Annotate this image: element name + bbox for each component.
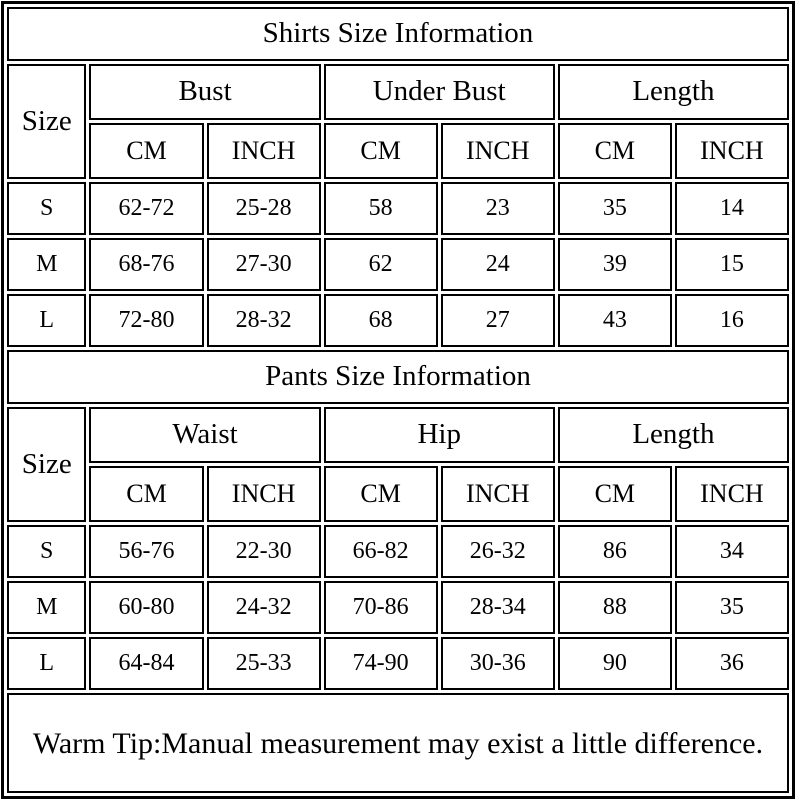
shirts-row-l: L 72-80 28-32 68 27 43 16: [7, 294, 789, 347]
value-cell: 35: [674, 581, 789, 634]
value-cell: 30-36: [440, 637, 555, 690]
pants-title: Pants Size Information: [7, 350, 789, 404]
unit-header: CM: [557, 466, 672, 522]
pants-group-waist: Waist: [89, 407, 321, 463]
shirts-row-s: S 62-72 25-28 58 23 35 14: [7, 182, 789, 235]
value-cell: 24: [440, 238, 555, 291]
value-cell: 68-76: [89, 238, 204, 291]
value-cell: 25-28: [206, 182, 321, 235]
value-cell: 60-80: [89, 581, 204, 634]
value-cell: 24-32: [206, 581, 321, 634]
unit-header: INCH: [206, 123, 321, 179]
value-cell: 15: [674, 238, 789, 291]
shirts-group-header-row: Size Bust Under Bust Length: [7, 64, 789, 179]
value-cell: 25-33: [206, 637, 321, 690]
pants-group-header-row: Size Waist Hip Length: [7, 407, 789, 522]
shirts-units-row: CM INCH CM INCH CM INCH: [7, 123, 789, 179]
pants-row-l: L 64-84 25-33 74-90 30-36 90 36: [7, 637, 789, 690]
value-cell: 86: [557, 525, 672, 578]
unit-header: CM: [89, 466, 204, 522]
warm-tip-text: Warm Tip:Manual measurement may exist a …: [7, 693, 789, 793]
unit-header: INCH: [440, 466, 555, 522]
value-cell: 56-76: [89, 525, 204, 578]
value-cell: 90: [557, 637, 672, 690]
value-cell: 62: [323, 238, 438, 291]
value-cell: 26-32: [440, 525, 555, 578]
shirts-group-length: Length: [557, 64, 789, 120]
value-cell: 64-84: [89, 637, 204, 690]
value-cell: 36: [674, 637, 789, 690]
shirts-section: Shirts Size Information: [7, 7, 789, 61]
size-cell: S: [7, 525, 87, 578]
value-cell: 68: [323, 294, 438, 347]
value-cell: 27-30: [206, 238, 321, 291]
pants-group-length: Length: [557, 407, 789, 463]
value-cell: 72-80: [89, 294, 204, 347]
unit-header: CM: [323, 466, 438, 522]
unit-header: CM: [89, 123, 204, 179]
value-cell: 28-34: [440, 581, 555, 634]
unit-header: INCH: [674, 123, 789, 179]
pants-row-s: S 56-76 22-30 66-82 26-32 86 34: [7, 525, 789, 578]
shirts-row-m: M 68-76 27-30 62 24 39 15: [7, 238, 789, 291]
size-cell: S: [7, 182, 87, 235]
size-cell: M: [7, 238, 87, 291]
size-cell: M: [7, 581, 87, 634]
value-cell: 74-90: [323, 637, 438, 690]
unit-header: CM: [557, 123, 672, 179]
shirts-group-bust: Bust: [89, 64, 321, 120]
value-cell: 88: [557, 581, 672, 634]
pants-row-m: M 60-80 24-32 70-86 28-34 88 35: [7, 581, 789, 634]
pants-size-header: Size: [7, 407, 87, 522]
size-cell: L: [7, 637, 87, 690]
unit-header: INCH: [674, 466, 789, 522]
unit-header: INCH: [440, 123, 555, 179]
value-cell: 14: [674, 182, 789, 235]
value-cell: 58: [323, 182, 438, 235]
value-cell: 35: [557, 182, 672, 235]
shirts-group-underbust: Under Bust: [323, 64, 555, 120]
shirts-title: Shirts Size Information: [7, 7, 789, 61]
unit-header: CM: [323, 123, 438, 179]
value-cell: 23: [440, 182, 555, 235]
pants-section: Pants Size Information: [7, 350, 789, 404]
value-cell: 43: [557, 294, 672, 347]
value-cell: 34: [674, 525, 789, 578]
unit-header: INCH: [206, 466, 321, 522]
value-cell: 16: [674, 294, 789, 347]
value-cell: 28-32: [206, 294, 321, 347]
value-cell: 39: [557, 238, 672, 291]
value-cell: 70-86: [323, 581, 438, 634]
value-cell: 27: [440, 294, 555, 347]
shirts-size-header: Size: [7, 64, 87, 179]
value-cell: 22-30: [206, 525, 321, 578]
pants-group-hip: Hip: [323, 407, 555, 463]
warm-tip-row: Warm Tip:Manual measurement may exist a …: [7, 693, 789, 793]
size-cell: L: [7, 294, 87, 347]
value-cell: 66-82: [323, 525, 438, 578]
value-cell: 62-72: [89, 182, 204, 235]
pants-units-row: CM INCH CM INCH CM INCH: [7, 466, 789, 522]
